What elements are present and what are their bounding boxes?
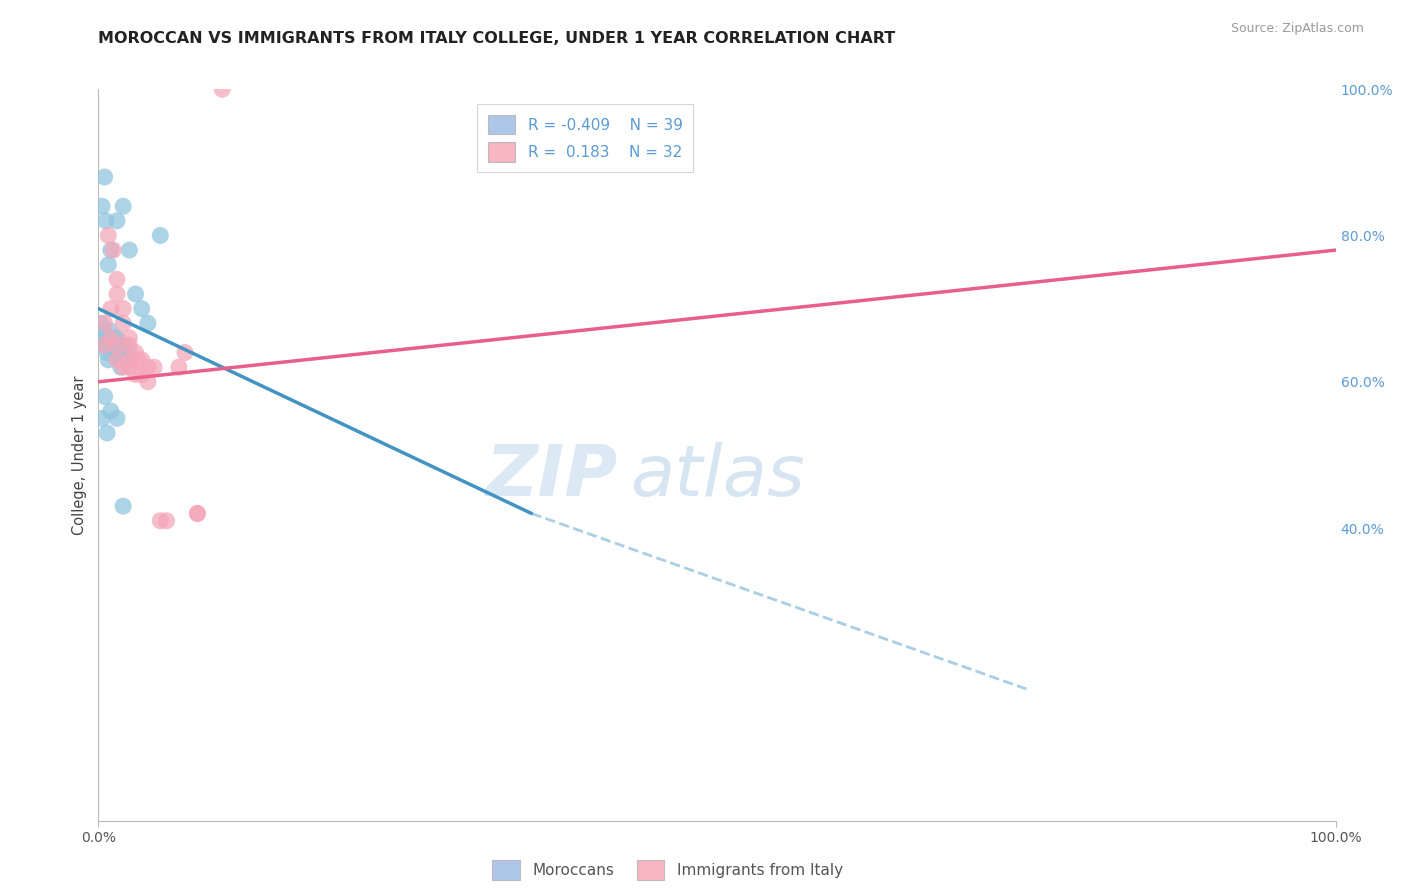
Point <box>155 514 177 528</box>
Point <box>136 375 159 389</box>
Point <box>136 360 159 375</box>
Point <box>111 345 134 359</box>
Point <box>91 324 114 338</box>
Point <box>131 368 153 382</box>
Point <box>131 301 153 316</box>
Point <box>97 352 120 367</box>
Point <box>124 287 146 301</box>
Point <box>143 360 166 375</box>
Point <box>100 331 122 345</box>
Point <box>96 425 118 440</box>
Point <box>105 214 128 228</box>
Point <box>131 352 153 367</box>
Point <box>105 352 128 367</box>
Point <box>112 338 135 352</box>
Point <box>105 331 128 345</box>
Text: ZIP: ZIP <box>486 442 619 511</box>
Point <box>107 345 129 359</box>
Point <box>118 243 141 257</box>
Point <box>110 360 132 375</box>
Point <box>124 345 146 359</box>
Point <box>112 301 135 316</box>
Point <box>104 345 127 359</box>
Point <box>103 331 125 345</box>
Point <box>186 507 208 521</box>
Text: atlas: atlas <box>630 442 806 511</box>
Point <box>136 316 159 330</box>
Point <box>118 345 141 359</box>
Point <box>174 345 197 359</box>
Point <box>167 360 190 375</box>
Point <box>98 324 121 338</box>
Point <box>127 352 149 367</box>
Point <box>93 338 115 352</box>
Point <box>149 228 172 243</box>
Point <box>94 214 117 228</box>
Point <box>93 331 115 345</box>
Point <box>105 338 128 352</box>
Legend: Moroccans, Immigrants from Italy: Moroccans, Immigrants from Italy <box>486 855 849 886</box>
Point <box>94 338 117 352</box>
Point <box>103 338 125 352</box>
Point <box>114 352 136 367</box>
Point <box>118 338 141 352</box>
Point <box>97 258 120 272</box>
Point <box>93 169 115 184</box>
Point <box>91 199 114 213</box>
Point <box>149 514 172 528</box>
Point <box>91 411 114 425</box>
Point <box>90 316 112 330</box>
Point <box>112 360 135 375</box>
Point <box>211 82 233 96</box>
Point <box>100 301 122 316</box>
Point <box>118 331 141 345</box>
Point <box>93 316 115 330</box>
Point <box>93 389 115 403</box>
Point <box>124 368 146 382</box>
Point <box>105 272 128 286</box>
Point <box>101 338 124 352</box>
Point <box>108 352 131 367</box>
Point <box>118 360 141 375</box>
Point <box>97 228 120 243</box>
Point <box>186 507 208 521</box>
Point <box>96 345 118 359</box>
Point <box>112 499 135 513</box>
Point <box>93 338 115 352</box>
Point <box>103 243 125 257</box>
Point <box>105 287 128 301</box>
Point <box>118 352 141 367</box>
Point <box>112 199 135 213</box>
Point <box>105 411 128 425</box>
Y-axis label: College, Under 1 year: College, Under 1 year <box>72 376 87 534</box>
Point <box>100 243 122 257</box>
Point <box>100 404 122 418</box>
Text: Source: ZipAtlas.com: Source: ZipAtlas.com <box>1230 22 1364 36</box>
Text: MOROCCAN VS IMMIGRANTS FROM ITALY COLLEGE, UNDER 1 YEAR CORRELATION CHART: MOROCCAN VS IMMIGRANTS FROM ITALY COLLEG… <box>98 31 896 46</box>
Point <box>112 316 135 330</box>
Point <box>100 331 122 345</box>
